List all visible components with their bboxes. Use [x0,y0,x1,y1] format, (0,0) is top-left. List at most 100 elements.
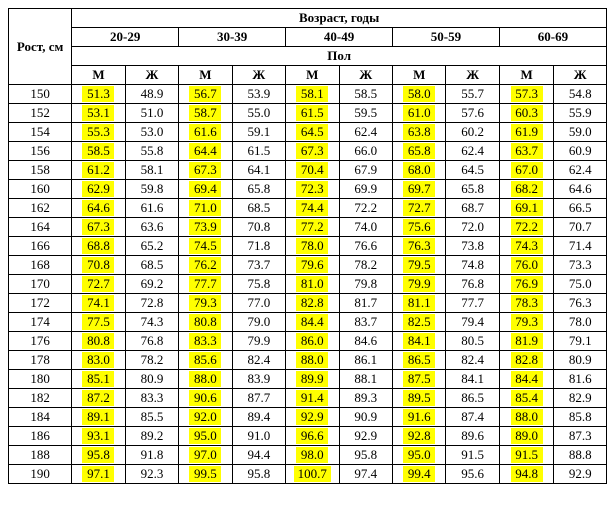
value-cell: 71.0 [179,199,232,218]
value-cell: 86.0 [286,332,339,351]
table-row: 16467.363.673.970.877.274.075.672.072.27… [9,218,607,237]
height-cell: 186 [9,427,72,446]
value-cell: 63.6 [125,218,178,237]
highlighted-value: 87.5 [403,371,435,387]
highlighted-value: 51.3 [82,86,114,102]
value-cell: 59.8 [125,180,178,199]
highlighted-value: 64.4 [189,143,221,159]
value-cell: 94.4 [232,446,285,465]
value-cell: 79.5 [392,256,445,275]
value-cell: 76.3 [392,237,445,256]
highlighted-value: 76.0 [511,257,543,273]
table-row: 16870.868.576.273.779.678.279.574.876.07… [9,256,607,275]
value-cell: 60.9 [554,142,607,161]
value-cell: 68.2 [499,180,554,199]
height-cell: 162 [9,199,72,218]
value-cell: 90.6 [179,389,232,408]
height-cell: 164 [9,218,72,237]
table-row: 16062.959.869.465.872.369.969.765.868.26… [9,180,607,199]
header-age-20-29: 20-29 [72,28,179,47]
highlighted-value: 58.0 [403,86,435,102]
value-cell: 64.4 [179,142,232,161]
value-cell: 56.7 [179,85,232,104]
value-cell: 79.9 [232,332,285,351]
value-cell: 85.5 [125,408,178,427]
value-cell: 87.2 [72,389,125,408]
height-cell: 172 [9,294,72,313]
value-cell: 68.0 [392,161,445,180]
value-cell: 91.4 [286,389,339,408]
table-row: 17680.876.883.379.986.084.684.180.581.97… [9,332,607,351]
value-cell: 86.5 [392,351,445,370]
highlighted-value: 76.2 [189,257,221,273]
height-cell: 174 [9,313,72,332]
value-cell: 79.3 [179,294,232,313]
value-cell: 94.8 [499,465,554,484]
value-cell: 58.1 [286,85,339,104]
value-cell: 55.9 [554,104,607,123]
value-cell: 72.0 [446,218,499,237]
highlighted-value: 97.1 [82,466,114,482]
value-cell: 72.3 [286,180,339,199]
header-sex-m: М [72,66,125,85]
value-cell: 61.0 [392,104,445,123]
highlighted-value: 97.0 [189,447,221,463]
highlighted-value: 77.5 [82,314,114,330]
highlighted-value: 65.8 [403,143,435,159]
highlighted-value: 67.3 [189,162,221,178]
highlighted-value: 73.9 [189,219,221,235]
height-cell: 188 [9,446,72,465]
highlighted-value: 89.9 [296,371,328,387]
value-cell: 89.2 [125,427,178,446]
value-cell: 70.8 [232,218,285,237]
value-cell: 68.8 [72,237,125,256]
value-cell: 82.4 [232,351,285,370]
value-cell: 91.6 [392,408,445,427]
value-cell: 64.5 [446,161,499,180]
height-cell: 158 [9,161,72,180]
highlighted-value: 68.0 [403,162,435,178]
highlighted-value: 61.2 [82,162,114,178]
header-age-title: Возраст, годы [72,9,607,28]
value-cell: 55.7 [446,85,499,104]
height-cell: 182 [9,389,72,408]
highlighted-value: 76.9 [511,276,543,292]
value-cell: 66.5 [554,199,607,218]
highlighted-value: 84.1 [403,333,435,349]
highlighted-value: 57.3 [511,86,543,102]
value-cell: 82.4 [446,351,499,370]
highlighted-value: 74.5 [189,238,221,254]
highlighted-value: 99.5 [189,466,221,482]
table-row: 18693.189.295.091.096.692.992.889.689.08… [9,427,607,446]
value-cell: 89.5 [392,389,445,408]
value-cell: 85.1 [72,370,125,389]
value-cell: 72.7 [392,199,445,218]
value-cell: 69.2 [125,275,178,294]
height-cell: 150 [9,85,72,104]
highlighted-value: 89.1 [82,409,114,425]
value-cell: 60.2 [446,123,499,142]
value-cell: 88.1 [339,370,392,389]
highlighted-value: 76.3 [403,238,435,254]
header-age-50-59: 50-59 [392,28,499,47]
value-cell: 87.4 [446,408,499,427]
value-cell: 67.3 [72,218,125,237]
table-row: 18287.283.390.687.791.489.389.586.585.48… [9,389,607,408]
value-cell: 88.0 [179,370,232,389]
value-cell: 86.5 [446,389,499,408]
value-cell: 81.9 [499,332,554,351]
height-cell: 154 [9,123,72,142]
header-sex-m: М [392,66,445,85]
highlighted-value: 79.9 [403,276,435,292]
value-cell: 69.4 [179,180,232,199]
value-cell: 70.8 [72,256,125,275]
value-cell: 88.0 [286,351,339,370]
highlighted-value: 87.2 [82,390,114,406]
value-cell: 97.4 [339,465,392,484]
value-cell: 72.2 [499,218,554,237]
highlighted-value: 60.3 [511,105,543,121]
height-cell: 168 [9,256,72,275]
value-cell: 62.4 [554,161,607,180]
value-cell: 79.8 [339,275,392,294]
value-cell: 55.8 [125,142,178,161]
